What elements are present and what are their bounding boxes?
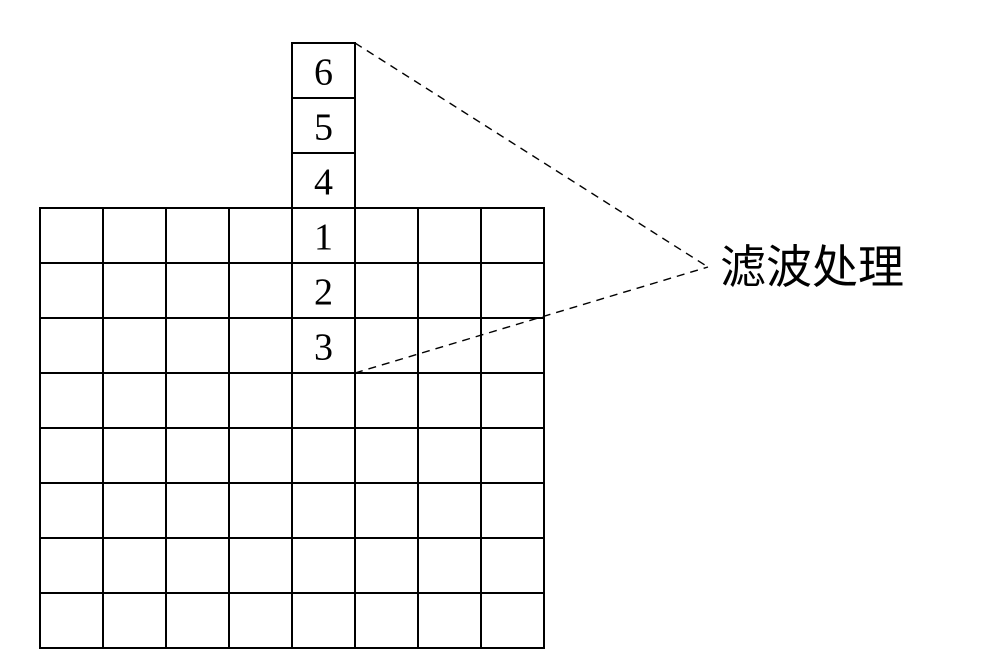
column-label-above: 4 — [314, 162, 333, 204]
diagram-svg: 6 5 4 1 2 3 滤波处理 — [0, 0, 1000, 665]
callout-line-top — [355, 43, 708, 267]
annotation-label: 滤波处理 — [720, 242, 904, 293]
column-label-above: 6 — [314, 52, 333, 94]
column-label-inside: 2 — [314, 272, 333, 314]
column-label-inside: 1 — [314, 217, 333, 259]
column-label-inside: 3 — [314, 327, 333, 369]
callout-line-bottom — [355, 267, 708, 373]
column-label-above: 5 — [314, 107, 333, 149]
diagram-stage: 6 5 4 1 2 3 滤波处理 — [0, 0, 1000, 665]
